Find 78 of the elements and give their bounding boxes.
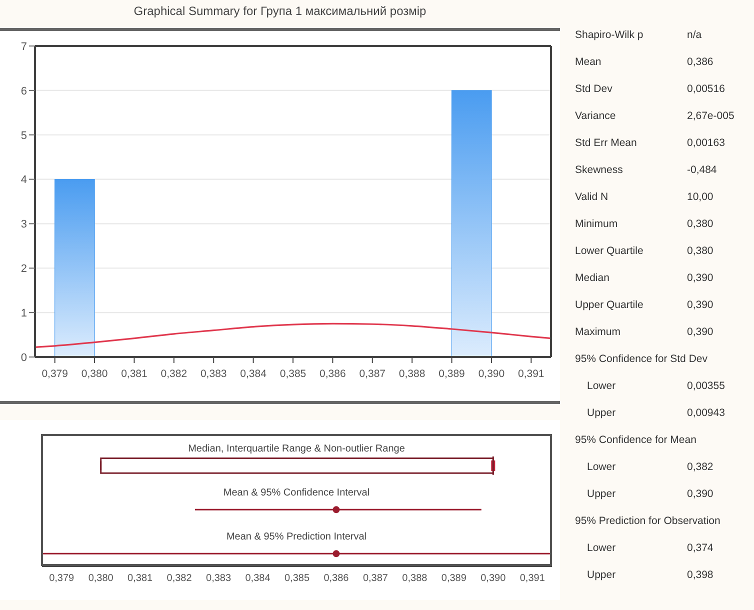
text: 0,390 (687, 299, 714, 311)
text: 0,386 (687, 56, 714, 68)
x-tick-label: 0,385 (280, 368, 306, 380)
x-tick-label: 0,380 (88, 573, 114, 584)
text: 0,390 (687, 488, 714, 500)
category-label: Std Err Mean (575, 136, 638, 151)
y-tick-label: Mean & 95% Confidence Interval (223, 488, 370, 499)
category-label: 95% Confidence for Mean (575, 433, 698, 448)
x-tick-label: 0,390 (478, 368, 505, 380)
category-label: Upper (586, 487, 617, 502)
x-tick-label: 0,391 (518, 368, 544, 380)
x-tick-label: 0,386 (324, 573, 350, 584)
text: 0,382 (687, 461, 714, 473)
text: 2,67e-005 (687, 110, 734, 122)
y-tick-label: 4 (20, 174, 27, 186)
y-tick-label: 3 (20, 218, 27, 231)
text: 0,380 (687, 245, 714, 257)
x-tick-label: 0,382 (160, 368, 188, 380)
category-label: Mean (575, 55, 602, 70)
category-label: Lower (586, 379, 617, 394)
category-label: 95% Confidence for Std Dev (575, 352, 708, 367)
y-tick-label: 0 (20, 352, 27, 364)
category-label: Lower (586, 541, 617, 556)
category-label: Std Dev (575, 82, 614, 97)
x-tick-label: 0,382 (166, 573, 192, 584)
text: 0,390 (687, 326, 714, 338)
text: 0,00943 (687, 407, 725, 419)
y-tick-label: Mean & 95% Prediction Interval (226, 532, 367, 543)
x-tick-label: 0,386 (320, 368, 346, 380)
x-tick-label: 0,379 (42, 368, 68, 380)
category-label: Median (575, 271, 610, 286)
category-label: Lower Quartile (575, 244, 644, 259)
chart-title: Graphical Summary for Група 1 максимальний розмір (132, 3, 428, 20)
x-tick-label: 0,388 (398, 368, 426, 380)
text: -0,484 (687, 164, 717, 176)
x-tick-label: 0,381 (121, 368, 148, 380)
text: n/a (687, 29, 702, 41)
line-series (35, 322, 551, 348)
text: 0,00163 (687, 137, 725, 149)
x-tick-label: 0,379 (49, 573, 75, 584)
category-label: Maximum (575, 325, 622, 340)
x-tick-label: 0,384 (240, 368, 267, 380)
category-label: Upper Quartile (575, 298, 644, 313)
y-tick-label: 1 (20, 307, 27, 320)
text: 0,380 (687, 218, 714, 230)
x-tick-label: 0,383 (200, 368, 227, 380)
x-tick-label: 0,384 (245, 573, 271, 584)
category-label: Minimum (575, 217, 619, 232)
category-label: Lower (586, 460, 617, 475)
text: 0,390 (687, 272, 714, 284)
text: 0,00355 (687, 380, 725, 392)
x-tick-label: 0,387 (359, 368, 386, 380)
x-tick-label: 0,380 (81, 368, 108, 380)
category-label: Variance (575, 109, 617, 124)
category-label: Upper (586, 406, 617, 421)
x-tick-label: 0,387 (362, 573, 388, 584)
y-tick-label: 5 (20, 130, 27, 142)
x-tick-label: 0,383 (206, 573, 232, 584)
x-tick-label: 0,389 (438, 368, 466, 380)
category-label: 95% Prediction for Observation (575, 514, 722, 529)
y-tick-label: Median, Interquartile Range & Non-outlier Range (188, 444, 406, 455)
text: 0,398 (687, 569, 714, 581)
text: 0,374 (687, 542, 714, 554)
x-tick-label: 0,389 (441, 573, 467, 584)
y-tick-label: 7 (20, 40, 27, 53)
x-tick-label: 0,390 (480, 573, 506, 584)
category-label: Skewness (575, 163, 624, 178)
y-tick-label: 6 (20, 85, 27, 98)
x-tick-label: 0,391 (520, 573, 546, 584)
category-label: Upper (586, 568, 617, 583)
y-tick-label: 2 (20, 263, 27, 276)
text: 10,00 (687, 191, 714, 203)
category-label: Valid N (575, 190, 610, 205)
x-tick-label: 0,385 (284, 573, 310, 584)
x-tick-label: 0,388 (402, 573, 428, 584)
category-label: Shapiro-Wilk p (575, 28, 644, 43)
text: 0,00516 (687, 83, 725, 95)
x-tick-label: 0,381 (128, 573, 154, 584)
